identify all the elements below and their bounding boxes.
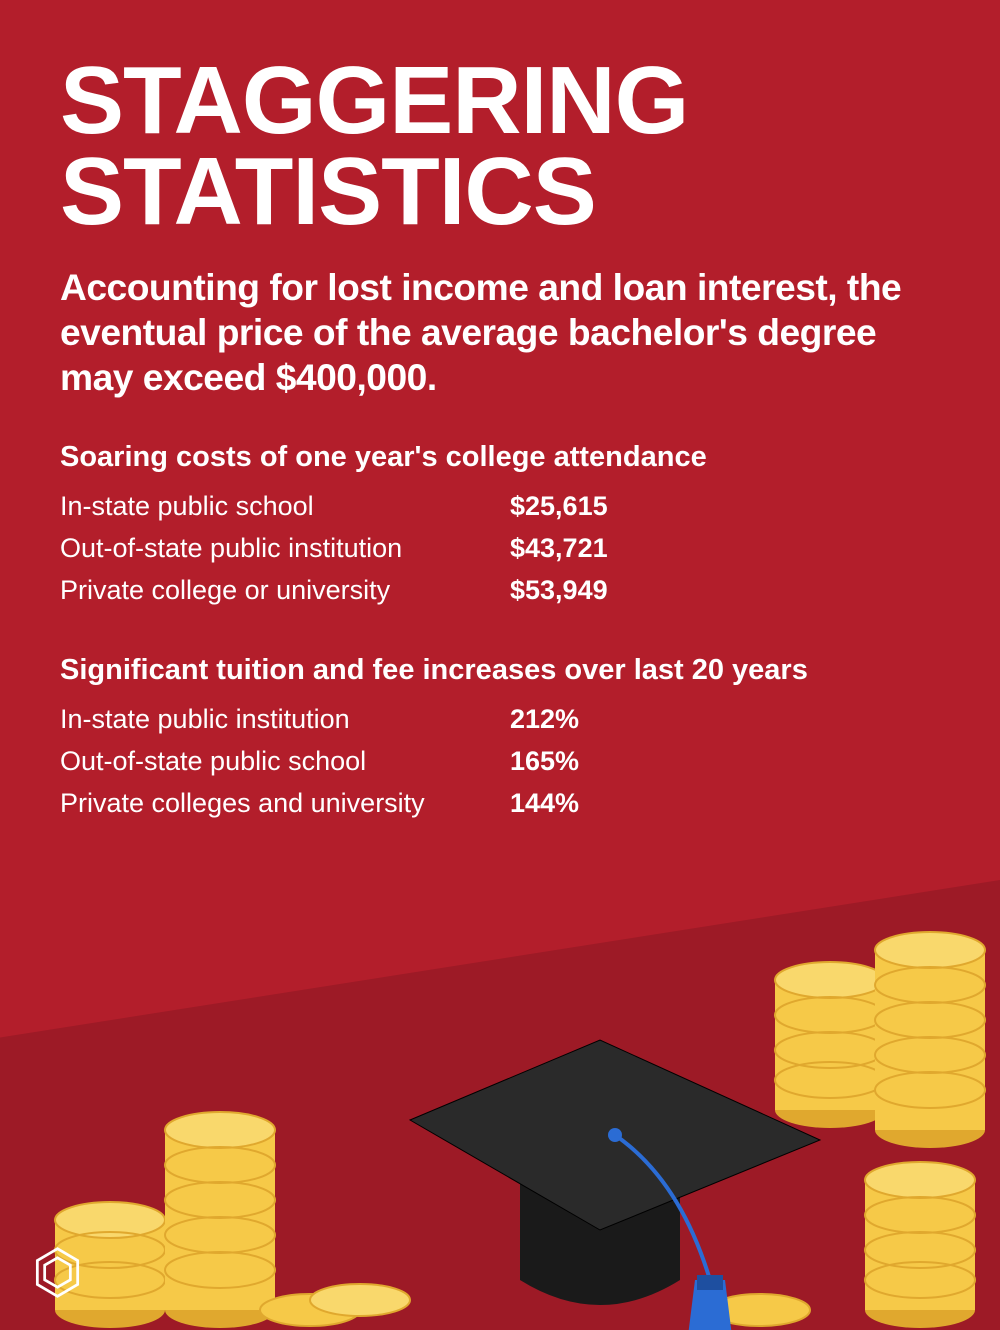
row-value: $25,615 xyxy=(510,486,608,528)
costs-section: Soaring costs of one year's college atte… xyxy=(60,441,940,612)
row-label: In-state public school xyxy=(60,486,510,528)
content-container: STAGGERING STATISTICS Accounting for los… xyxy=(0,0,1000,824)
row-value: $43,721 xyxy=(510,528,608,570)
table-row: Private college or university $53,949 xyxy=(60,570,940,612)
costs-heading: Soaring costs of one year's college atte… xyxy=(60,441,940,474)
table-row: Out-of-state public institution $43,721 xyxy=(60,528,940,570)
table-row: In-state public institution 212% xyxy=(60,699,940,741)
row-label: Private college or university xyxy=(60,570,510,612)
row-value: 165% xyxy=(510,741,579,783)
row-value: 144% xyxy=(510,783,579,825)
row-label: In-state public institution xyxy=(60,699,510,741)
increases-section: Significant tuition and fee increases ov… xyxy=(60,654,940,825)
subtitle: Accounting for lost income and loan inte… xyxy=(60,265,940,399)
table-row: In-state public school $25,615 xyxy=(60,486,940,528)
coins-cap-illustration xyxy=(0,830,1000,1330)
table-row: Out-of-state public school 165% xyxy=(60,741,940,783)
title-line-1: STAGGERING xyxy=(60,55,940,146)
row-value: 212% xyxy=(510,699,579,741)
row-label: Out-of-state public institution xyxy=(60,528,510,570)
row-label: Private colleges and university xyxy=(60,783,510,825)
title-line-2: STATISTICS xyxy=(60,146,940,237)
increases-heading: Significant tuition and fee increases ov… xyxy=(60,654,940,687)
row-label: Out-of-state public school xyxy=(60,741,510,783)
table-row: Private colleges and university 144% xyxy=(60,783,940,825)
row-value: $53,949 xyxy=(510,570,608,612)
graduation-cap-icon xyxy=(410,1040,820,1330)
main-title: STAGGERING STATISTICS xyxy=(60,55,940,237)
brand-logo-icon xyxy=(30,1245,85,1300)
